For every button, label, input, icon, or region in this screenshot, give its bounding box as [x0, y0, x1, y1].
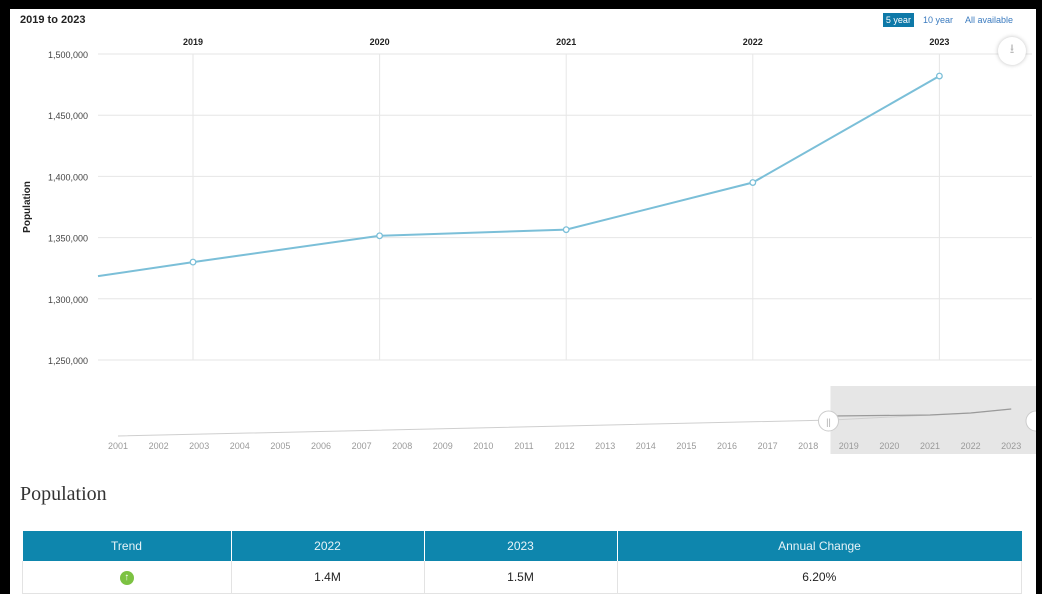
- population-table: Trend 2022 2023 Annual Change ↑ 1.4M 1.5…: [22, 531, 1022, 594]
- range-all-button[interactable]: All available: [964, 15, 1013, 25]
- table-header-row: Trend 2022 2023 Annual Change: [22, 531, 1022, 561]
- y-tick-label: 1,450,000: [48, 111, 88, 121]
- range-10-year-button[interactable]: 10 year: [922, 15, 953, 25]
- navigator-selection: [830, 386, 1036, 454]
- range-5-year-button[interactable]: 5 year: [882, 13, 914, 27]
- navigator-year-label: 2002: [149, 441, 169, 451]
- header-annual-change: Annual Change: [617, 531, 1022, 561]
- value-2022: 1.4M: [230, 561, 425, 594]
- population-heading: Population: [20, 483, 107, 505]
- navigator-year-label: 2001: [108, 441, 128, 451]
- navigator-year-label: 2018: [798, 441, 818, 451]
- data-point: [749, 179, 757, 186]
- navigator-year-label: 2020: [879, 441, 899, 451]
- navigator-line-selected: [832, 408, 1012, 417]
- x-tick-label: 2022: [743, 37, 763, 47]
- y-tick-label: 1,400,000: [48, 172, 88, 182]
- navigator-year-label: 2007: [352, 441, 372, 451]
- download-icon: ⭳: [1009, 41, 1015, 56]
- navigator-year-label: 2004: [230, 441, 250, 451]
- navigator-year-label: 2006: [311, 441, 331, 451]
- navigator-year-label: 2015: [676, 441, 696, 451]
- range-title: 2019 to 2023: [20, 14, 86, 26]
- navigator-year-label: 2017: [758, 441, 778, 451]
- range-selector: 5 year 10 year All available: [882, 13, 1016, 27]
- navigator-year-label: 2021: [920, 441, 940, 451]
- series-line: [97, 75, 940, 278]
- navigator-handle-right[interactable]: [1025, 410, 1036, 432]
- x-tick-label: 2020: [370, 37, 390, 47]
- population-line-chart: 1,500,000 1,450,000 1,400,000 1,350,000 1,30…: [22, 37, 1036, 454]
- arrow-up-circle-icon: ↑: [119, 571, 134, 585]
- x-tick-label: 2021: [556, 37, 576, 47]
- table-row: ↑ 1.4M 1.5M 6.20%: [22, 561, 1022, 594]
- navigator-year-label: 2019: [839, 441, 859, 451]
- y-tick-label: 1,500,000: [48, 50, 88, 60]
- navigator-year-label: 2013: [595, 441, 615, 451]
- value-2023: 1.5M: [423, 561, 618, 594]
- navigator-year-label: 2022: [961, 441, 981, 451]
- data-point: [376, 232, 384, 240]
- navigator-year-label: 2014: [636, 441, 656, 451]
- navigator-year-label: 2010: [473, 441, 493, 451]
- x-tick-label: 2023: [929, 37, 949, 47]
- annual-change: 6.20%: [616, 561, 1022, 594]
- navigator-year-label: 2012: [555, 441, 575, 451]
- navigator-handle-left[interactable]: [818, 410, 839, 432]
- y-axis-label: Population: [22, 181, 33, 233]
- navigator-year-label: 2003: [189, 441, 209, 451]
- navigator-year-label: 2009: [433, 441, 453, 451]
- download-button[interactable]: ⭳: [998, 37, 1026, 65]
- navigator-year-label: 2008: [392, 441, 412, 451]
- header-2023: 2023: [424, 531, 618, 561]
- y-tick-label: 1,300,000: [48, 295, 88, 305]
- header-trend: Trend: [22, 531, 232, 561]
- header-2022: 2022: [231, 531, 425, 561]
- navigator-year-label: 2005: [270, 441, 290, 451]
- y-tick-label: 1,350,000: [48, 234, 88, 244]
- navigator-year-label: 2016: [717, 441, 737, 451]
- trend-cell: ↑: [22, 561, 232, 594]
- navigator-year-label: 2011: [514, 441, 533, 451]
- navigator-year-label: 2023: [1001, 441, 1021, 451]
- chart-panel: 2019 to 2023 5 year 10 year All availabl…: [10, 9, 1036, 594]
- x-tick-label: 2019: [183, 37, 203, 47]
- data-point: [935, 72, 943, 80]
- data-point: [562, 226, 570, 234]
- data-point: [189, 258, 197, 266]
- navigator-grip-icon: ||: [826, 417, 831, 427]
- y-tick-label: 1,250,000: [48, 356, 88, 366]
